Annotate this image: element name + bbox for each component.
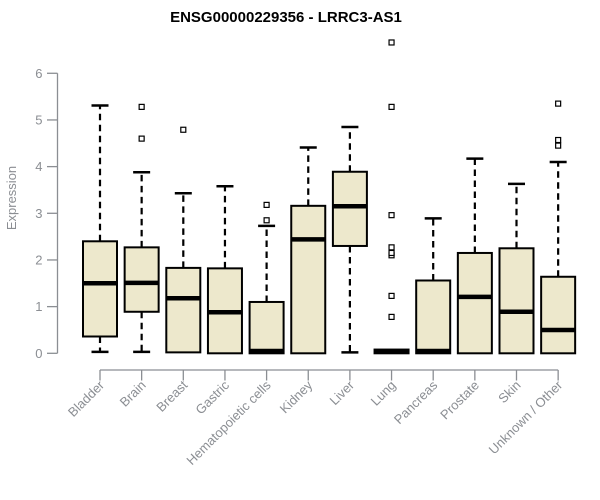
x-tick-label: Kidney: [277, 377, 316, 416]
x-tick-label: Prostate: [437, 378, 482, 423]
y-tick-label: 5: [35, 112, 42, 127]
box-iqr: [123, 246, 160, 313]
x-tick-label: Unknown / Other: [486, 377, 566, 457]
x-tick-label: Brain: [117, 378, 149, 410]
x-tick-label: Bladder: [65, 377, 108, 420]
box-iqr: [82, 240, 118, 338]
y-tick-label: 1: [35, 299, 42, 314]
box-iqr: [165, 266, 202, 354]
outlier-point: [388, 244, 395, 251]
outlier-point: [555, 136, 562, 144]
box-iqr: [456, 251, 493, 355]
y-axis-title: Expression: [4, 166, 19, 230]
y-tick-label: 4: [35, 159, 42, 174]
outlier-point: [388, 249, 395, 257]
outlier-point: [388, 292, 395, 299]
y-tick-label: 2: [35, 252, 42, 267]
box-iqr: [331, 170, 368, 247]
outlier-point: [138, 135, 145, 142]
outlier-point: [263, 217, 270, 224]
outlier-point: [555, 100, 562, 107]
x-tick-label: Liver: [326, 377, 357, 408]
outlier-point: [555, 142, 562, 149]
y-tick-label: 0: [35, 346, 42, 361]
x-tick-label: Pancreas: [391, 377, 441, 427]
x-tick-label: Skin: [495, 378, 523, 406]
box-iqr: [248, 300, 285, 355]
outlier-point: [180, 126, 187, 133]
x-tick-label: Lung: [368, 378, 399, 409]
box-iqr: [290, 204, 327, 355]
box-iqr: [498, 247, 535, 355]
chart-title: ENSG00000229356 - LRRC3-AS1: [170, 9, 402, 26]
box-iqr: [540, 275, 577, 355]
outlier-point: [263, 201, 270, 208]
x-tick-label: Breast: [153, 377, 190, 414]
outlier-point: [388, 212, 395, 219]
outlier-point: [138, 103, 145, 110]
y-tick-label: 3: [35, 206, 42, 221]
x-tick-label: Gastric: [192, 377, 232, 417]
outlier-point: [388, 313, 395, 320]
box-iqr: [415, 279, 452, 355]
outlier-point: [388, 39, 395, 46]
outlier-point: [388, 103, 395, 110]
y-tick-label: 6: [35, 66, 42, 81]
